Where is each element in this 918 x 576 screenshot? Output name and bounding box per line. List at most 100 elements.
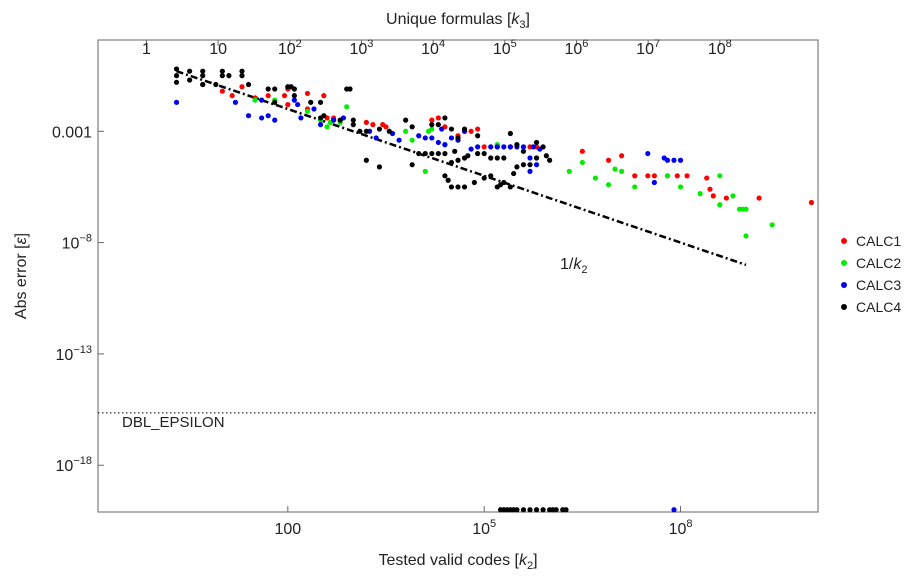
data-point [219,73,225,79]
data-point [226,73,232,79]
data-point [481,150,487,157]
series-calc2 [252,97,775,239]
left-tick-label: 0.001 [52,124,92,141]
data-point [324,124,330,130]
data-point [295,101,301,108]
data-point [363,128,369,134]
legend-marker [841,304,847,310]
data-point [664,157,671,163]
data-point [435,122,441,128]
data-point [331,117,337,123]
data-point [200,73,206,79]
data-point [245,113,252,119]
data-point [527,155,533,161]
data-point [403,117,409,123]
data-point [527,507,533,513]
data-point [605,157,612,163]
bottom-tick-label: 100 [274,521,301,538]
legend-label: CALC1 [856,233,901,249]
data-point [337,117,343,123]
data-point [265,93,271,99]
dbl-epsilon-label: DBL_EPSILON [122,414,225,431]
data-point [445,177,451,183]
data-point [468,128,474,134]
data-point [475,150,481,157]
data-point [272,99,278,105]
data-point [671,157,677,163]
data-point [259,115,265,121]
data-point [540,507,546,513]
data-points [173,66,815,513]
data-point [717,202,723,208]
data-point [501,155,507,161]
top-tick-label: 107 [636,38,660,58]
data-point [707,186,713,192]
data-point [533,507,540,513]
data-point [468,146,474,152]
data-point [298,115,304,121]
data-point [416,150,422,157]
data-point [252,97,258,103]
data-point [507,130,513,137]
legend-marker [841,260,847,266]
data-point [651,173,657,179]
data-point [363,157,369,163]
data-point [717,173,723,179]
data-point [265,86,271,92]
series-calc1 [200,81,815,206]
data-point [448,159,455,166]
data-point [173,79,180,85]
data-point [455,184,461,190]
data-point [743,233,749,239]
series-calc4 [173,66,569,513]
data-point [259,97,265,103]
data-point [723,195,729,201]
data-point [347,86,353,92]
data-point [465,153,471,159]
data-point [272,86,278,92]
data-point [448,126,455,132]
data-point [520,144,527,150]
left-tick-label: 10−8 [62,233,92,253]
data-point [645,150,651,157]
data-point [645,173,651,179]
data-point [386,128,392,134]
data-point [674,173,680,179]
data-point [317,122,324,128]
data-point [245,81,252,88]
top-tick-label: 106 [565,38,589,58]
data-point [187,77,193,83]
data-point [291,86,297,92]
left-tick-label: 10−13 [56,344,92,364]
data-point [808,199,815,206]
data-point [507,144,513,150]
data-point [350,117,356,123]
reference-line-group [98,69,818,414]
data-point [219,68,225,74]
data-point [350,122,356,128]
data-point [619,168,625,174]
data-point [396,137,402,143]
data-point [173,66,180,72]
data-point [213,81,219,88]
top-tick-label: 1 [142,41,151,58]
data-point [435,150,441,157]
legend-label: CALC2 [856,255,901,271]
data-point [272,117,278,123]
data-point [409,162,415,168]
data-point [488,155,494,161]
legend-marker [841,282,847,288]
data-point [520,162,527,168]
data-point [304,108,311,114]
data-point [605,182,612,188]
data-point [501,144,507,150]
data-point [321,113,327,119]
data-point [632,184,638,190]
data-point [481,144,487,150]
data-point [494,144,500,150]
data-point [632,173,638,179]
left-axis-title: Abs error [ε] [13,233,30,319]
data-point [416,133,422,139]
data-point [769,222,775,228]
